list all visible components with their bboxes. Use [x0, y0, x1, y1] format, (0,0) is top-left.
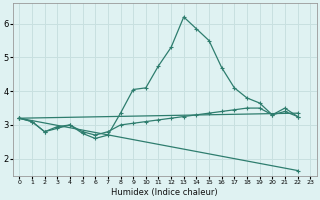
X-axis label: Humidex (Indice chaleur): Humidex (Indice chaleur): [111, 188, 218, 197]
